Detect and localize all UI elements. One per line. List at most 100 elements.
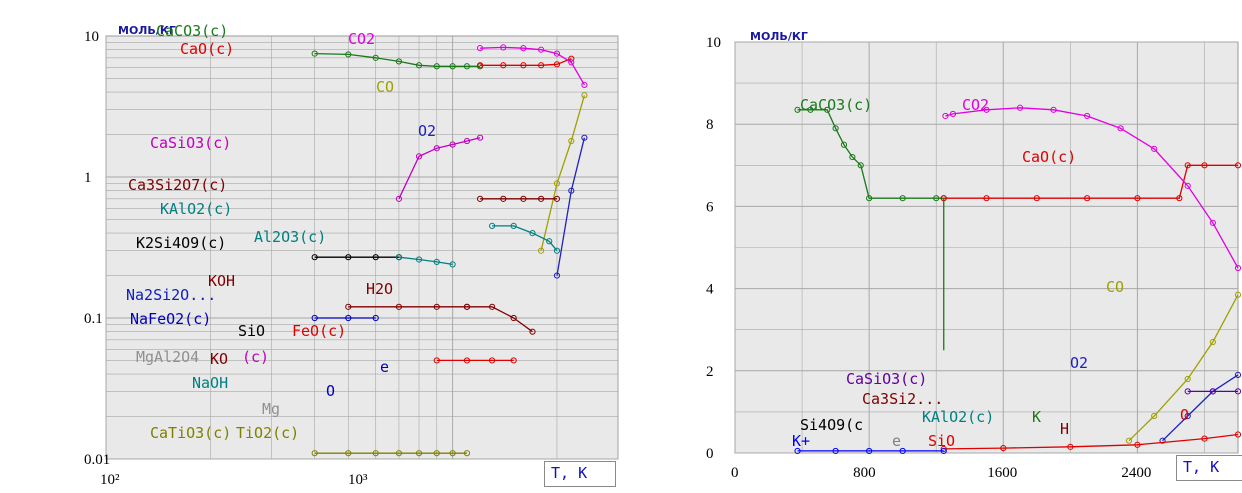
series-point bbox=[500, 195, 507, 202]
series-point bbox=[1209, 388, 1216, 395]
series-point bbox=[538, 46, 545, 53]
series-point bbox=[510, 357, 517, 364]
species-label: CO bbox=[376, 78, 394, 96]
series-point bbox=[1134, 441, 1141, 448]
series-point bbox=[433, 258, 440, 265]
series-point bbox=[1184, 375, 1191, 383]
series-point bbox=[489, 357, 496, 364]
species-label: CO bbox=[1106, 278, 1124, 296]
chart-right: 10 8 6 4 2 0 0 800 1600 2400 МОЛЬ/КГ CaCO3(c) CO2 CaO… bbox=[706, 30, 1242, 481]
species-label: MgAl2O4 bbox=[136, 348, 199, 366]
series-point bbox=[553, 61, 561, 68]
x-axis-unit-right: T, K bbox=[1176, 455, 1242, 481]
series-point bbox=[1176, 195, 1183, 202]
series-point bbox=[489, 222, 496, 229]
y-tick-label: 1 bbox=[84, 170, 92, 186]
series-point bbox=[529, 328, 536, 335]
x-tick-label: 0 bbox=[731, 465, 739, 481]
series-group bbox=[794, 104, 1242, 455]
series-point bbox=[415, 153, 423, 160]
series-point bbox=[311, 314, 318, 322]
species-label: KAlO2(c) bbox=[922, 408, 994, 426]
series-point bbox=[824, 106, 831, 113]
series-point bbox=[568, 137, 575, 145]
species-label: CO2 bbox=[962, 96, 989, 114]
series-point bbox=[840, 141, 848, 148]
series-point bbox=[415, 256, 423, 263]
series-point bbox=[1184, 182, 1191, 189]
series-point bbox=[1016, 104, 1024, 111]
series-point bbox=[311, 50, 318, 57]
series-point bbox=[832, 125, 839, 132]
series-point bbox=[942, 112, 949, 120]
species-label: Ca3Si2... bbox=[862, 390, 943, 408]
x-tick-label: 800 bbox=[853, 465, 876, 481]
series-point bbox=[395, 450, 403, 457]
y-tick-label: 4 bbox=[706, 282, 714, 298]
series-point bbox=[1000, 444, 1007, 452]
series-point bbox=[1151, 145, 1158, 152]
species-label: K bbox=[1032, 408, 1041, 426]
series-point bbox=[794, 447, 801, 455]
series-point bbox=[866, 447, 873, 455]
series-point bbox=[449, 63, 456, 70]
species-label: CO2 bbox=[348, 30, 375, 48]
series-point bbox=[538, 247, 545, 254]
series-point bbox=[463, 357, 471, 364]
series-point bbox=[940, 447, 947, 455]
series-point bbox=[1234, 264, 1242, 272]
y-tick-label: 0 bbox=[706, 446, 714, 462]
grid bbox=[734, 41, 1238, 454]
series-point bbox=[1033, 195, 1040, 202]
series-point bbox=[476, 62, 484, 69]
series-point bbox=[553, 195, 561, 202]
series-line bbox=[1162, 374, 1239, 442]
series-point bbox=[1184, 412, 1191, 420]
series-point bbox=[345, 314, 352, 322]
species-label: CaO(c) bbox=[1022, 148, 1076, 166]
species-label: e bbox=[892, 432, 901, 450]
y-axis-label: МОЛЬ/КГ bbox=[118, 24, 176, 37]
series-point bbox=[568, 55, 575, 62]
series-point bbox=[581, 81, 588, 88]
chart-panel-right: 10 8 6 4 2 0 0 800 1600 2400 МОЛЬ/КГ CaCO3(c) CO2 CaO… bbox=[630, 0, 1242, 489]
series-point bbox=[1234, 291, 1242, 298]
series-line bbox=[797, 109, 944, 199]
series-point bbox=[983, 195, 990, 202]
series-point bbox=[415, 62, 423, 69]
series-line bbox=[480, 46, 585, 86]
series-point bbox=[1084, 112, 1091, 120]
y-tick-label: 8 bbox=[706, 117, 714, 133]
species-label: Na2Si2O... bbox=[126, 286, 216, 304]
series-point bbox=[1201, 435, 1208, 442]
series-point bbox=[1067, 443, 1074, 450]
series-point bbox=[520, 195, 527, 202]
series-point bbox=[1117, 125, 1124, 132]
species-label: FeO(c) bbox=[292, 322, 346, 340]
species-label: O bbox=[326, 382, 335, 400]
series-point bbox=[1134, 195, 1141, 202]
series-line bbox=[314, 52, 481, 67]
series-point bbox=[1209, 338, 1216, 346]
series-point bbox=[1125, 437, 1133, 444]
series-point bbox=[807, 106, 814, 113]
species-label: O bbox=[1180, 406, 1189, 424]
y-axis-label: МОЛЬ/КГ bbox=[750, 30, 808, 43]
species-label: (c) bbox=[242, 348, 269, 366]
species-label: CaCO3(c) bbox=[156, 22, 228, 40]
series-point bbox=[463, 303, 471, 310]
series-point bbox=[899, 195, 906, 202]
series-point bbox=[500, 44, 507, 51]
species-label: CaCO3(c) bbox=[800, 96, 872, 114]
series-group bbox=[311, 44, 588, 457]
series-line bbox=[945, 107, 1239, 269]
series-point bbox=[311, 254, 318, 261]
series-point bbox=[1234, 388, 1242, 395]
y-tick-label: 0.1 bbox=[84, 311, 103, 327]
species-label: KO bbox=[210, 350, 228, 368]
species-label: SiO bbox=[238, 322, 265, 340]
series-point bbox=[433, 63, 440, 70]
series-point bbox=[794, 106, 801, 113]
species-label: Mg bbox=[262, 400, 280, 418]
